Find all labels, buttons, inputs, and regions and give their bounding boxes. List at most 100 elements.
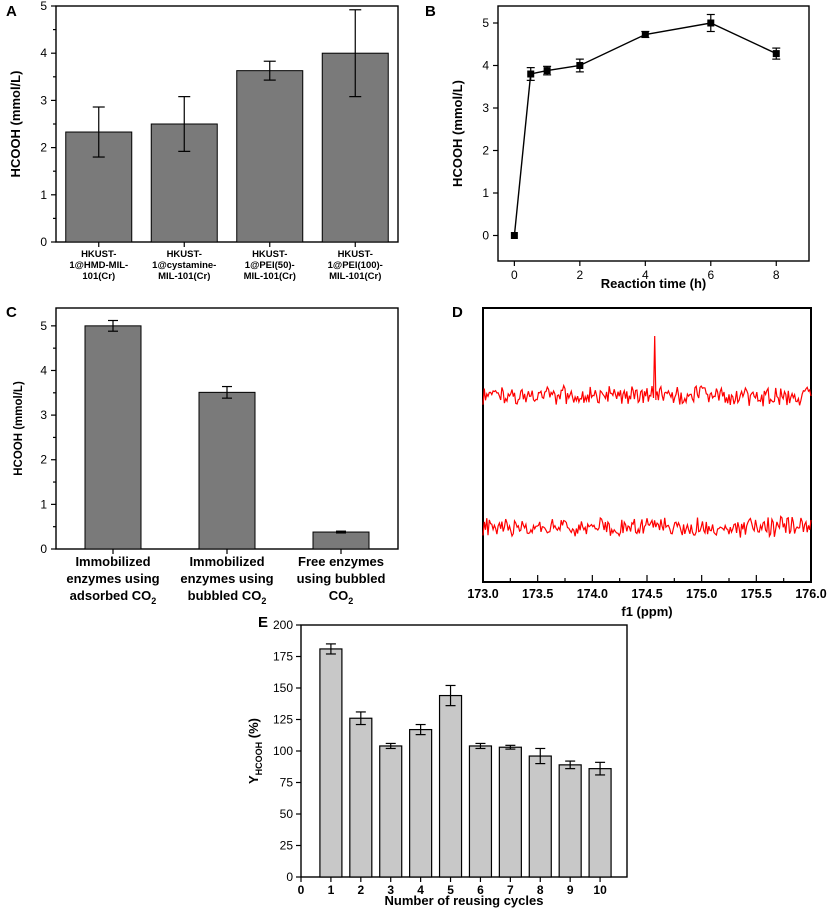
panel-c-y-tick-label: 2 xyxy=(40,453,47,467)
panel-e-x-tick-label: 8 xyxy=(537,883,544,897)
panel-e-y-axis-title-main: Y xyxy=(246,775,261,784)
panel-c-bar xyxy=(198,391,256,550)
panel-e-y-tick-label: 175 xyxy=(273,650,293,664)
panel-a-y-axis-title: HCOOH (mmol/L) xyxy=(8,71,23,178)
panel-b-y-tick-label: 2 xyxy=(482,144,489,158)
panel-a-error-bar xyxy=(178,96,191,152)
panel-e-y-tick-label: 25 xyxy=(280,839,294,853)
panel-d-x-axis-title: f1 (ppm) xyxy=(621,604,672,619)
panel-c-category-label: enzymes using xyxy=(180,571,273,586)
panel-e-y-tick-label: 50 xyxy=(280,807,294,821)
panel-a-y-tick-label: 1 xyxy=(40,188,47,202)
panel-c-y-tick-label: 5 xyxy=(40,319,47,333)
panel-a-y-tick-label: 0 xyxy=(40,235,47,249)
panel-e-x-tick-label: 7 xyxy=(507,883,514,897)
panel-d-x-tick-label: 176.0 xyxy=(795,587,826,601)
panel-c-category-label: CO2 xyxy=(329,588,354,606)
panel-c-category-label: Immobilized xyxy=(189,554,264,569)
panel-c-category-text: adsorbed CO xyxy=(70,588,152,603)
panel-letter-a: A xyxy=(6,3,17,20)
panel-c-category-subscript: 2 xyxy=(348,596,353,606)
panel-e-error-bar xyxy=(535,747,546,765)
panel-c-error-bar xyxy=(222,385,232,399)
panel-d-spectrum-upper xyxy=(482,335,812,407)
panel-e-x-tick-label: 1 xyxy=(328,883,335,897)
panel-a-bar xyxy=(236,70,304,243)
panel-c-category-text: bubbled CO xyxy=(188,588,262,603)
panel-d-spectrum-lower xyxy=(482,515,812,539)
panel-e-y-tick-label: 100 xyxy=(273,744,293,758)
panel-b-x-tick-label: 0 xyxy=(511,268,518,282)
panel-a-bar xyxy=(321,52,389,243)
panel-e-error-bar xyxy=(415,723,426,736)
panel-b-data-point xyxy=(527,70,535,78)
panel-c-bar xyxy=(84,325,142,550)
panel-c-category-label: Immobilized xyxy=(75,554,150,569)
panel-e-bar xyxy=(379,745,403,878)
panel-b-x-tick-label: 8 xyxy=(773,268,780,282)
panel-e-bar xyxy=(319,648,343,878)
panel-letter-b: B xyxy=(425,3,436,20)
panel-a-category-label: MIL-101(Cr) xyxy=(158,271,210,282)
panel-e-bar xyxy=(558,764,582,878)
panel-e-x-tick-label: 0 xyxy=(298,883,305,897)
panel-b-y-tick-label: 3 xyxy=(482,101,489,115)
panel-b-plot-frame xyxy=(497,5,810,262)
panel-c-category-label: enzymes using xyxy=(66,571,159,586)
panel-a-category-label: MIL-101(Cr) xyxy=(244,271,296,282)
panel-letter-d: D xyxy=(452,304,463,321)
panel-e-y-axis-title-unit: (%) xyxy=(246,718,261,742)
panel-e-x-tick-label: 6 xyxy=(477,883,484,897)
panel-e-x-tick-label: 4 xyxy=(417,883,424,897)
panel-e-y-tick-label: 125 xyxy=(273,713,293,727)
panel-c-y-tick-label: 1 xyxy=(40,497,47,511)
panel-a-error-bar xyxy=(263,60,276,81)
panel-b-x-axis-title: Reaction time (h) xyxy=(601,276,706,291)
panel-e-error-bar xyxy=(505,744,516,750)
panel-e-x-tick-label: 9 xyxy=(567,883,574,897)
panel-a-category-label: HKUST- xyxy=(167,249,202,260)
panel-a-error-bar xyxy=(349,9,362,98)
panel-e-x-tick-label: 5 xyxy=(447,883,454,897)
panel-e-bar xyxy=(528,755,552,878)
panel-c-error-bar xyxy=(108,319,118,332)
panel-b-data-point xyxy=(641,30,649,38)
panel-b-x-tick-label: 6 xyxy=(707,268,714,282)
panel-c-y-tick-label: 0 xyxy=(40,542,47,556)
panel-a-y-tick-label: 4 xyxy=(40,46,47,60)
panel-d-x-tick-label: 175.5 xyxy=(741,587,772,601)
panel-a-category-label: 1@cystamine- xyxy=(152,260,216,271)
panel-d-plot-frame xyxy=(482,307,812,583)
panel-a-category-label: 101(Cr) xyxy=(82,271,115,282)
panel-e-y-axis-title-sub: HCOOH xyxy=(254,742,264,776)
panel-c-error-bar xyxy=(336,530,346,534)
panel-e-y-tick-label: 200 xyxy=(273,618,293,632)
panel-e-bar xyxy=(438,694,463,878)
panel-b-data-line xyxy=(513,22,777,236)
panel-e-error-bar xyxy=(475,742,486,750)
panel-e-error-bar xyxy=(595,761,606,776)
panel-letter-e: E xyxy=(258,614,268,631)
panel-b-x-tick-label: 4 xyxy=(642,268,649,282)
panel-e-error-bar xyxy=(445,684,456,707)
panel-e-error-bar xyxy=(325,643,336,655)
panel-a-category-label: 1@PEI(50)- xyxy=(245,260,295,271)
panel-e-x-tick-label: 10 xyxy=(593,883,607,897)
panel-e-bar xyxy=(588,768,612,878)
panel-a-category-label: HKUST- xyxy=(252,249,287,260)
panel-a-y-tick-label: 3 xyxy=(40,93,47,107)
panel-c-category-label: bubbled CO2 xyxy=(188,588,267,606)
panel-b-data-point xyxy=(576,62,584,69)
panel-e-bar xyxy=(498,746,522,878)
panel-e-error-bar xyxy=(565,760,576,770)
panel-a-y-tick-label: 2 xyxy=(40,141,47,155)
panel-a-error-bar xyxy=(92,106,105,158)
panel-c-category-label: using bubbled xyxy=(297,571,386,586)
panel-a-category-label: 1@HMD-MIL- xyxy=(69,260,128,271)
panel-a-y-tick-label: 5 xyxy=(40,0,47,13)
panel-d-x-tick-label: 174.0 xyxy=(577,587,608,601)
panel-a-category-label: HKUST- xyxy=(81,249,116,260)
panel-d-x-tick-label: 175.0 xyxy=(686,587,717,601)
panel-c-category-label: adsorbed CO2 xyxy=(70,588,157,606)
